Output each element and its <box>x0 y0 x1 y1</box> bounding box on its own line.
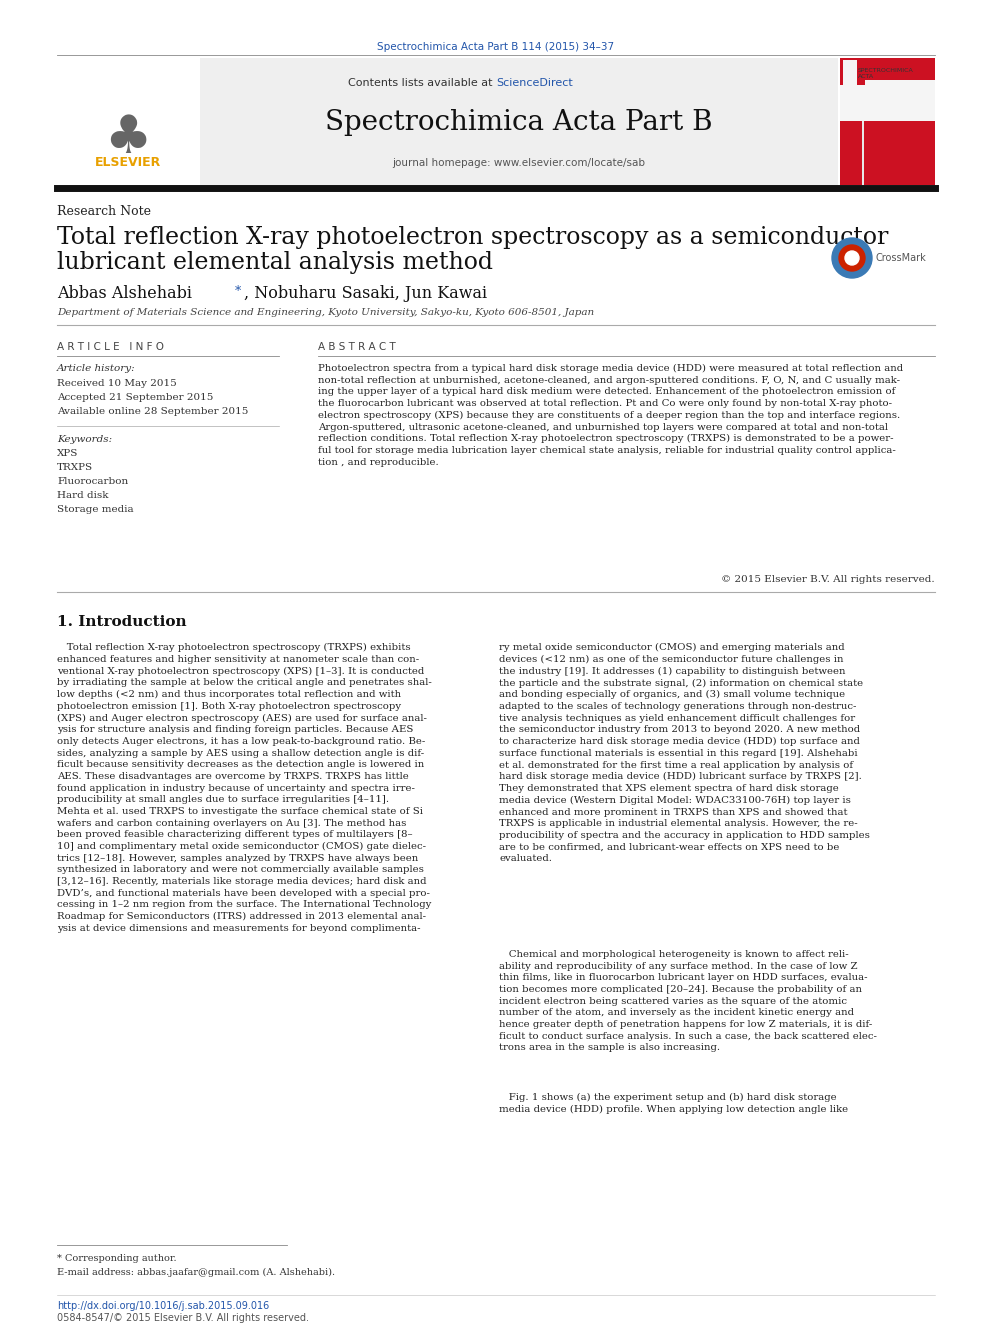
Text: Chemical and morphological heterogeneity is known to affect reli-
ability and re: Chemical and morphological heterogeneity… <box>499 950 877 1052</box>
Bar <box>840 79 865 85</box>
Circle shape <box>832 238 872 278</box>
Text: © 2015 Elsevier B.V. All rights reserved.: © 2015 Elsevier B.V. All rights reserved… <box>721 576 935 583</box>
Text: CrossMark: CrossMark <box>876 253 927 263</box>
Bar <box>840 120 935 185</box>
Bar <box>843 60 857 180</box>
Text: *: * <box>235 284 241 298</box>
Text: Abbas Alshehabi: Abbas Alshehabi <box>57 284 197 302</box>
Text: Spectrochimica Acta Part B: Spectrochimica Acta Part B <box>325 108 713 135</box>
Bar <box>840 58 935 120</box>
Text: Fig. 1 shows (a) the experiment setup and (b) hard disk storage
media device (HD: Fig. 1 shows (a) the experiment setup an… <box>499 1093 848 1114</box>
Text: Received 10 May 2015: Received 10 May 2015 <box>57 378 177 388</box>
Text: XPS: XPS <box>57 448 78 458</box>
Bar <box>840 58 935 79</box>
Text: Total reflection X-ray photoelectron spectroscopy as a semiconductor: Total reflection X-ray photoelectron spe… <box>57 226 889 249</box>
Circle shape <box>839 245 865 271</box>
Text: Spectrochimica Acta Part B 114 (2015) 34–37: Spectrochimica Acta Part B 114 (2015) 34… <box>377 42 615 52</box>
Bar <box>862 120 864 185</box>
Text: lubricant elemental analysis method: lubricant elemental analysis method <box>57 251 493 274</box>
Text: Keywords:: Keywords: <box>57 435 112 445</box>
Text: ry metal oxide semiconductor (CMOS) and emerging materials and
devices (<12 nm) : ry metal oxide semiconductor (CMOS) and … <box>499 643 870 863</box>
Text: * Corresponding author.: * Corresponding author. <box>57 1254 177 1263</box>
Text: E-mail address: abbas.jaafar@gmail.com (A. Alshehabi).: E-mail address: abbas.jaafar@gmail.com (… <box>57 1267 335 1277</box>
Text: journal homepage: www.elsevier.com/locate/sab: journal homepage: www.elsevier.com/locat… <box>393 157 646 168</box>
Text: Total reflection X-ray photoelectron spectroscopy (TRXPS) exhibits
enhanced feat: Total reflection X-ray photoelectron spe… <box>57 643 432 933</box>
Text: Available online 28 September 2015: Available online 28 September 2015 <box>57 407 248 415</box>
Text: Accepted 21 September 2015: Accepted 21 September 2015 <box>57 393 213 402</box>
Text: SPECTROCHIMICA
ACTA: SPECTROCHIMICA ACTA <box>858 67 914 79</box>
Text: , Nobuharu Sasaki, Jun Kawai: , Nobuharu Sasaki, Jun Kawai <box>244 284 487 302</box>
Text: Department of Materials Science and Engineering, Kyoto University, Sakyo-ku, Kyo: Department of Materials Science and Engi… <box>57 308 594 318</box>
Text: Hard disk: Hard disk <box>57 491 108 500</box>
Text: Contents lists available at: Contents lists available at <box>348 78 496 89</box>
Bar <box>200 58 838 185</box>
Text: 0584-8547/© 2015 Elsevier B.V. All rights reserved.: 0584-8547/© 2015 Elsevier B.V. All right… <box>57 1312 309 1323</box>
Text: Storage media: Storage media <box>57 505 134 515</box>
Text: http://dx.doi.org/10.1016/j.sab.2015.09.016: http://dx.doi.org/10.1016/j.sab.2015.09.… <box>57 1301 269 1311</box>
Text: ScienceDirect: ScienceDirect <box>496 78 572 89</box>
Text: Article history:: Article history: <box>57 364 136 373</box>
Text: Photoelectron spectra from a typical hard disk storage media device (HDD) were m: Photoelectron spectra from a typical har… <box>318 364 903 467</box>
Text: A R T I C L E   I N F O: A R T I C L E I N F O <box>57 343 164 352</box>
Circle shape <box>845 251 859 265</box>
Text: TRXPS: TRXPS <box>57 463 93 472</box>
Text: A B S T R A C T: A B S T R A C T <box>318 343 396 352</box>
Text: ♣: ♣ <box>104 112 152 164</box>
Text: 1. Introduction: 1. Introduction <box>57 615 186 628</box>
Text: Fluorocarbon: Fluorocarbon <box>57 478 128 486</box>
Bar <box>57 58 200 185</box>
Text: Research Note: Research Note <box>57 205 151 218</box>
Text: ELSEVIER: ELSEVIER <box>95 156 161 169</box>
